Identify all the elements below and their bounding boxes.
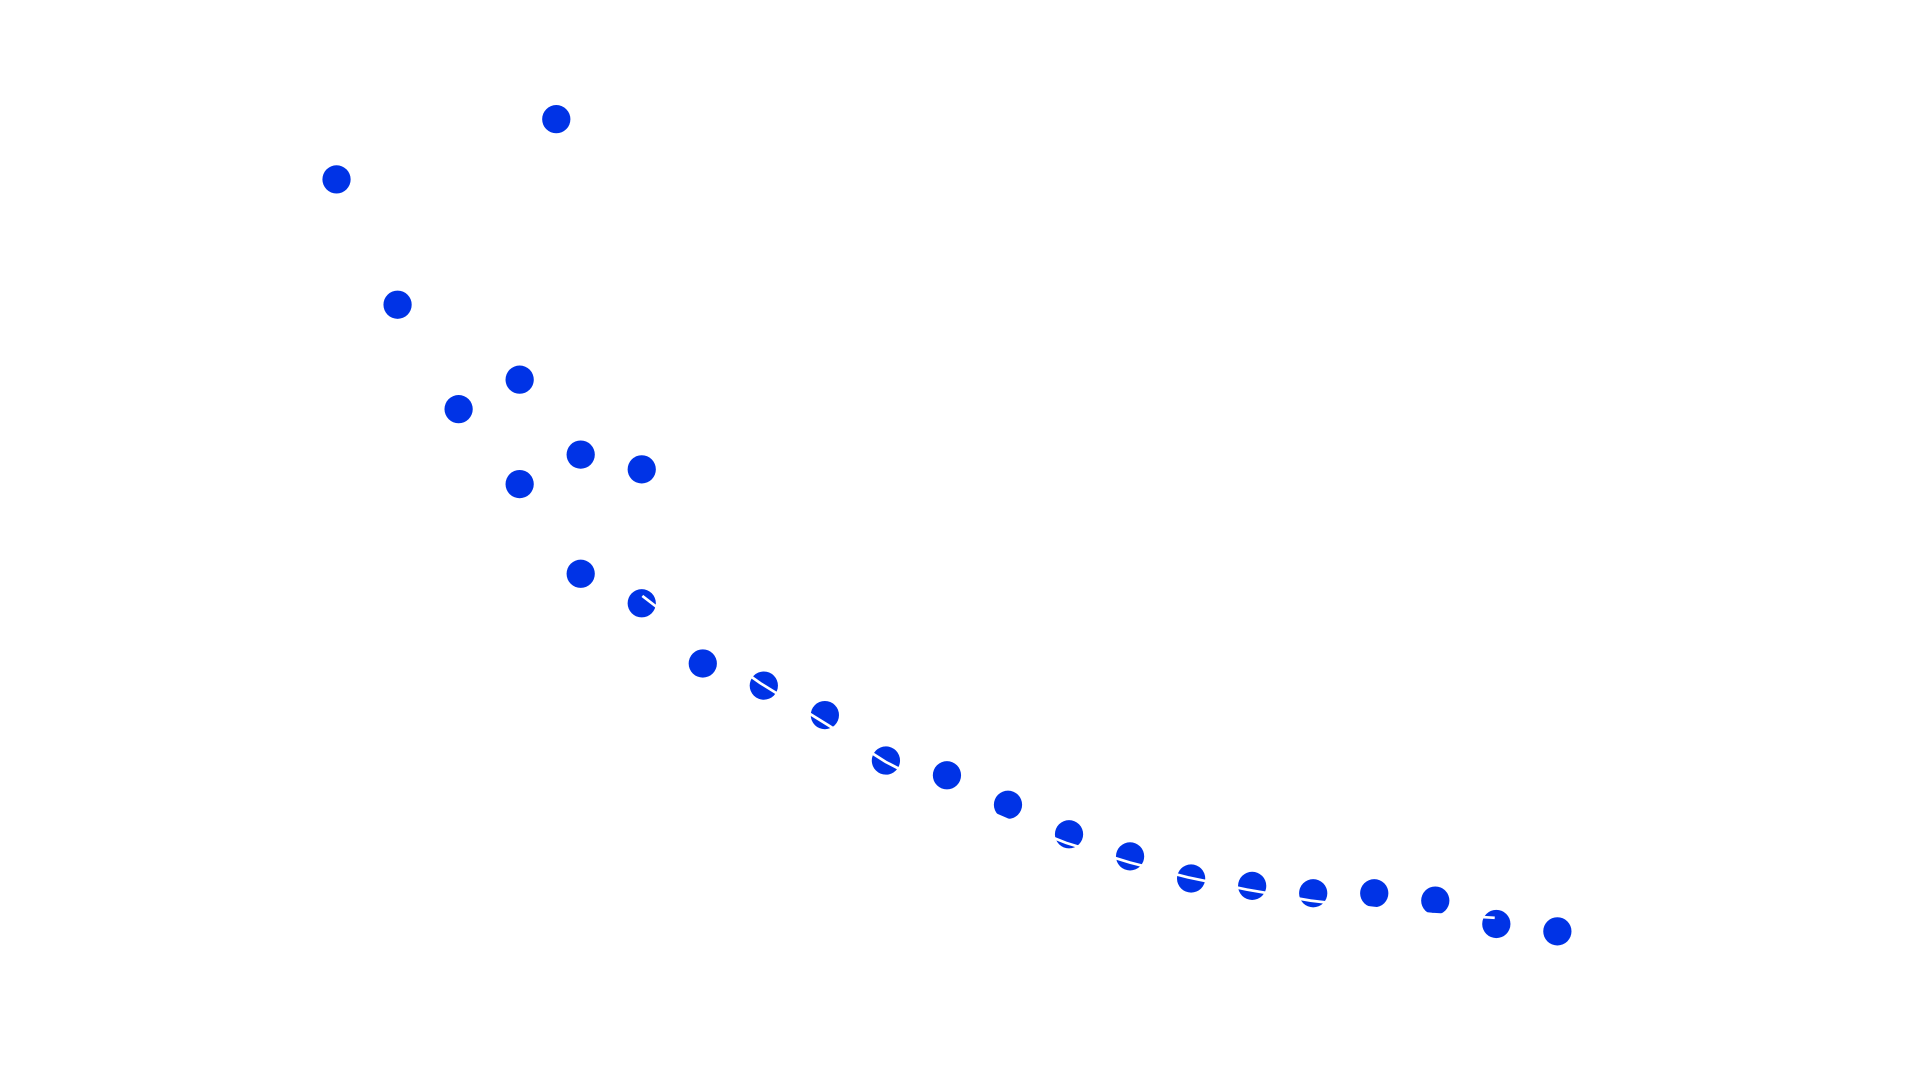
data-point-19 bbox=[1238, 871, 1267, 900]
data-point-7 bbox=[627, 455, 656, 484]
data-point-0 bbox=[322, 165, 351, 194]
overlay-line bbox=[641, 594, 1495, 920]
data-point-10 bbox=[688, 649, 717, 678]
data-point-8 bbox=[566, 559, 595, 588]
data-point-1 bbox=[542, 105, 571, 134]
scatter-points bbox=[322, 105, 1572, 946]
data-point-24 bbox=[1543, 917, 1572, 946]
data-point-3 bbox=[444, 395, 473, 424]
data-point-6 bbox=[566, 440, 595, 469]
data-point-9 bbox=[627, 589, 656, 618]
data-point-4 bbox=[505, 365, 534, 394]
data-point-2 bbox=[383, 290, 412, 319]
data-point-12 bbox=[810, 700, 839, 730]
data-point-5 bbox=[505, 469, 534, 499]
data-point-15 bbox=[993, 790, 1023, 819]
overlay-line-group bbox=[641, 594, 1495, 920]
data-point-14 bbox=[932, 761, 962, 790]
data-point-22 bbox=[1421, 886, 1450, 915]
data-point-21 bbox=[1360, 879, 1389, 908]
data-point-23 bbox=[1482, 909, 1511, 939]
